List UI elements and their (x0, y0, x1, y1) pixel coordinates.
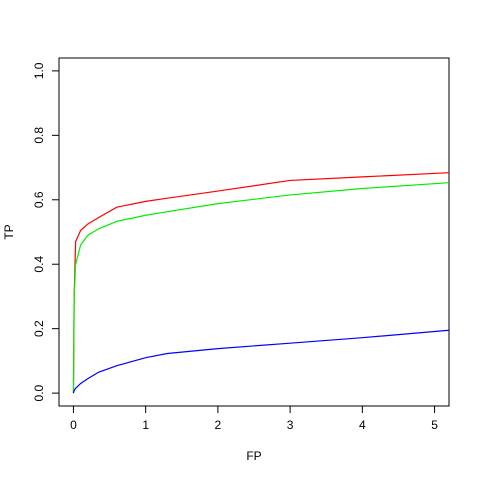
series-line (72, 329, 449, 394)
x-tick-label: 2 (215, 418, 222, 432)
x-tick-label: 0 (70, 418, 77, 432)
x-tick-label: 3 (287, 418, 294, 432)
x-axis-label: FP (246, 449, 261, 463)
y-axis-label: TP (2, 224, 16, 239)
x-tick-label: 4 (359, 418, 366, 432)
y-tick-label: 0.8 (32, 127, 46, 144)
y-tick-label: 0.4 (32, 256, 46, 273)
y-tick-label: 0.6 (32, 191, 46, 208)
plot-frame (58, 57, 450, 407)
x-tick-label: 1 (142, 418, 149, 432)
series-line (72, 172, 449, 394)
x-tick-label: 5 (431, 418, 438, 432)
y-tick-label: 1.0 (32, 62, 46, 79)
y-tick-label: 0.2 (32, 320, 46, 337)
y-tick-label: 0.0 (32, 384, 46, 401)
series-line (72, 182, 449, 394)
